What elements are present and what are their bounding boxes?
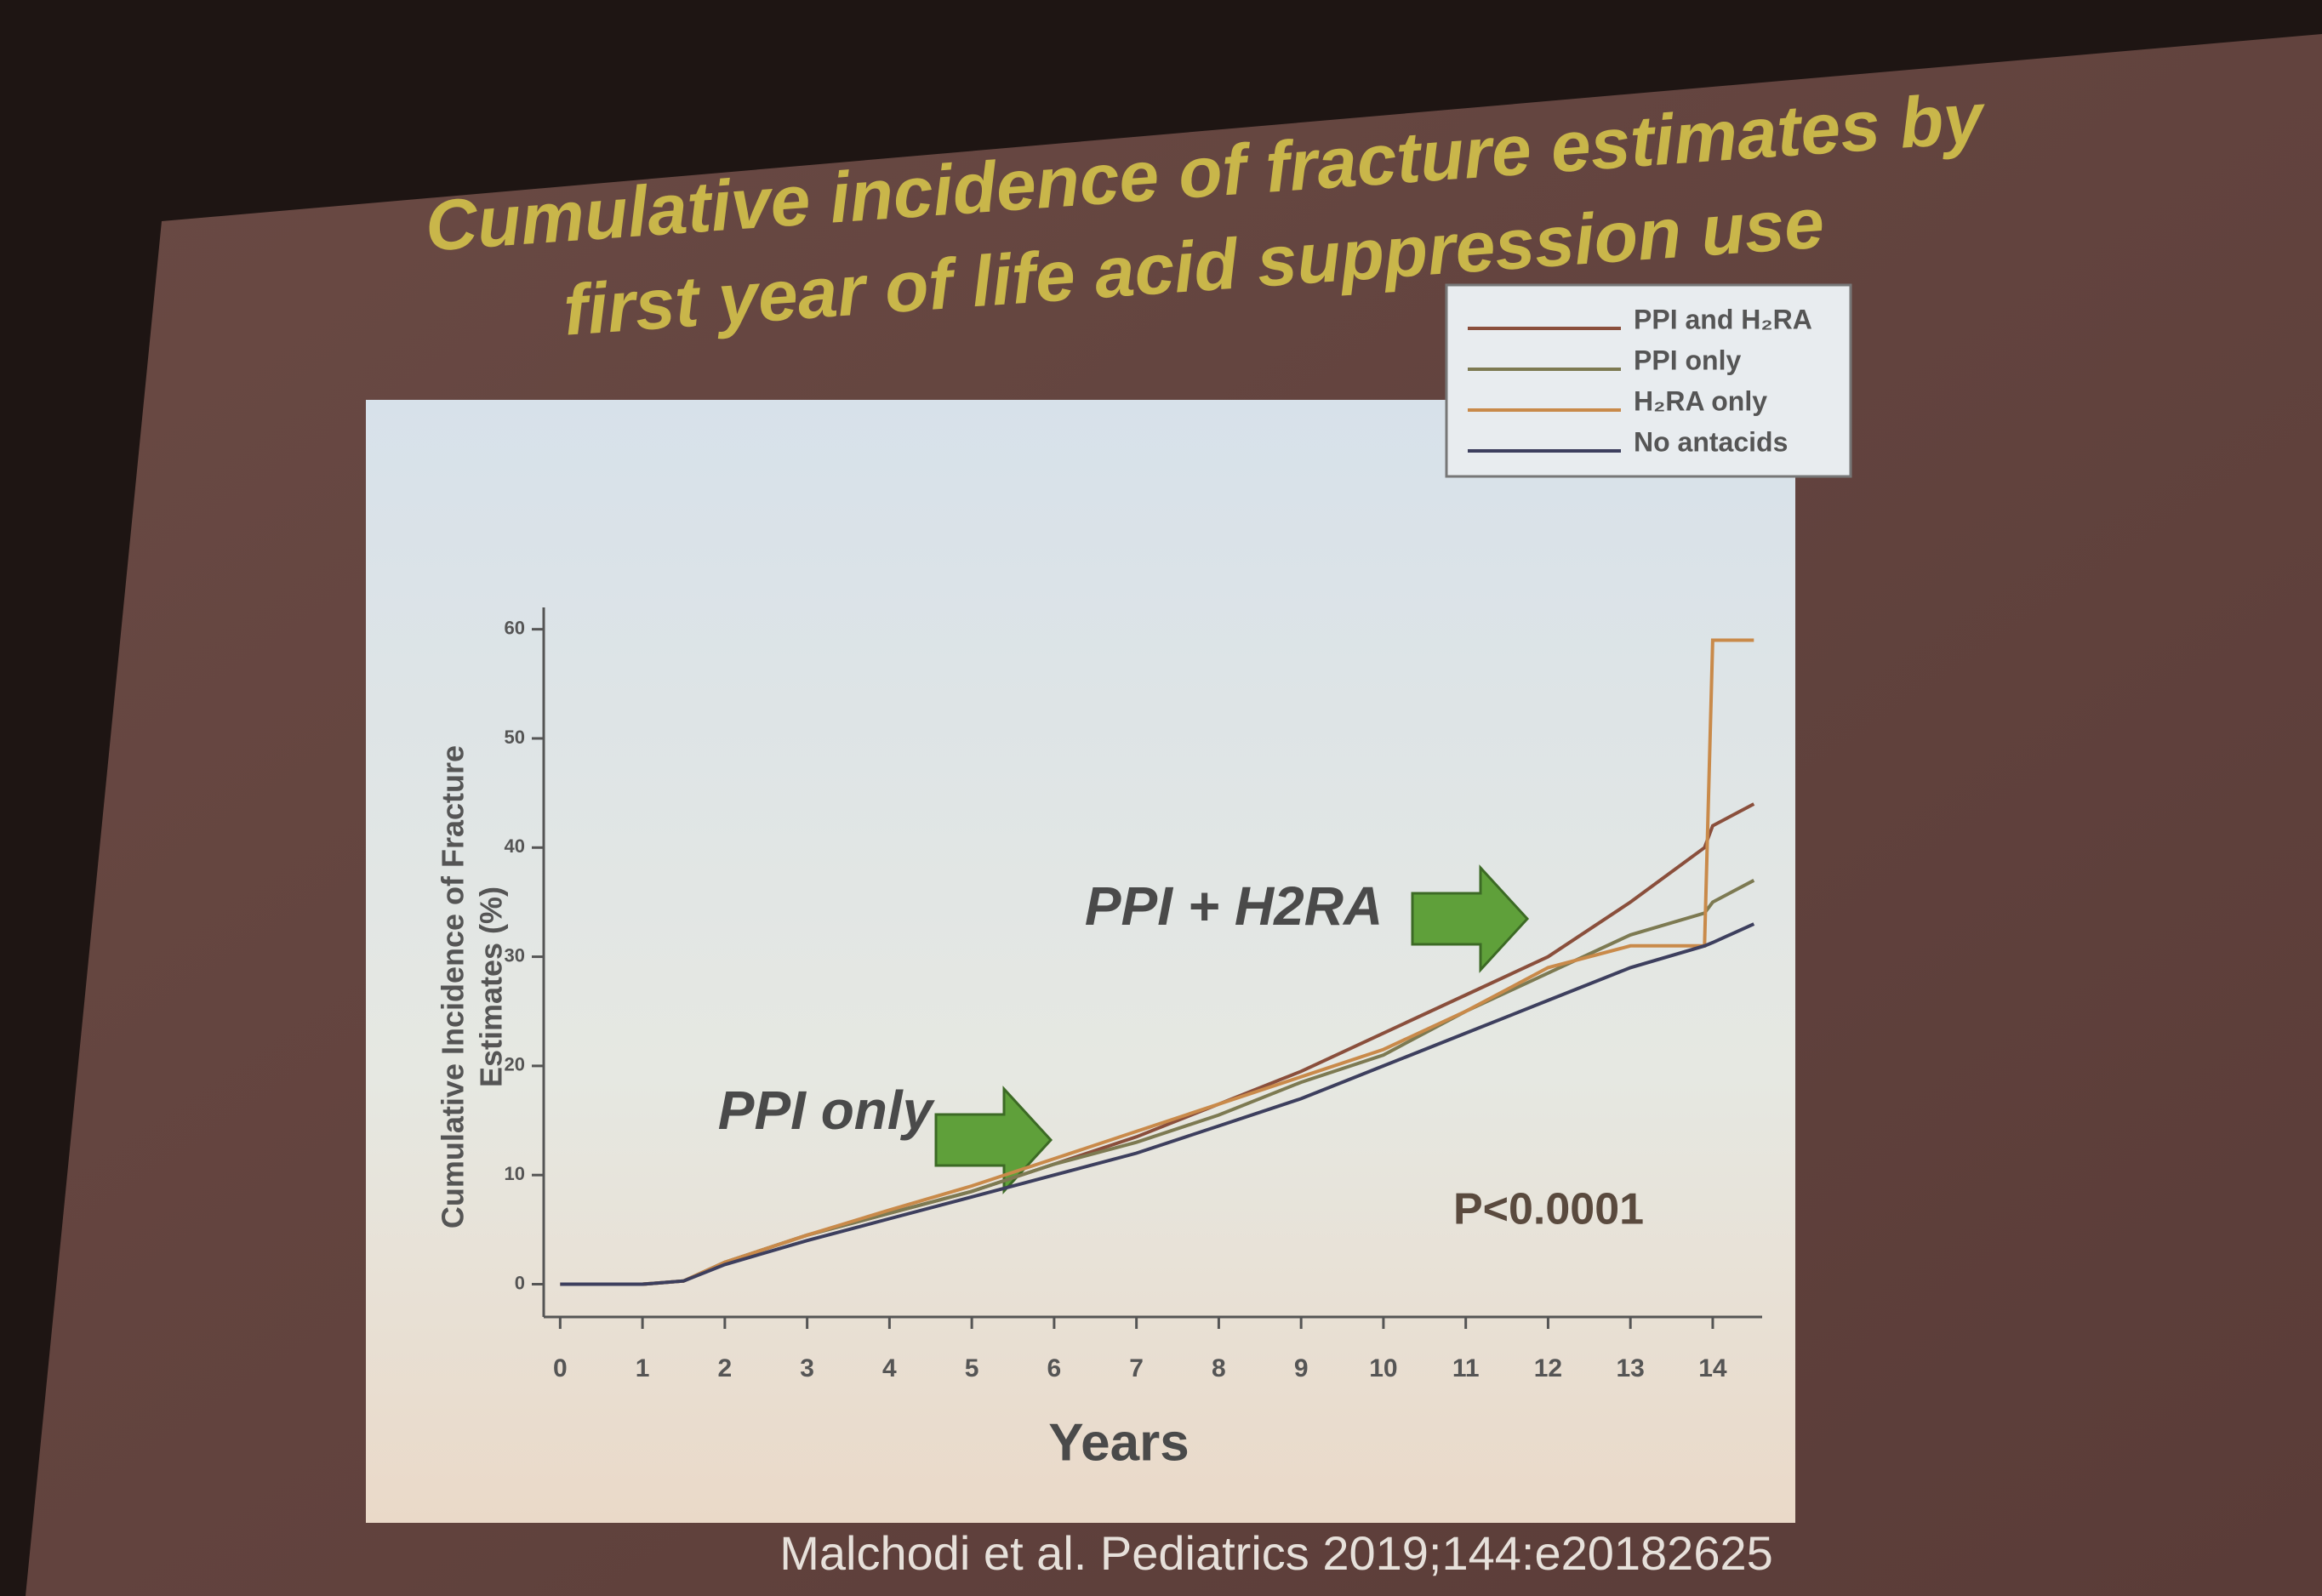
annotation: PPI + H2RA <box>1085 875 1383 937</box>
x-tick-label: 11 <box>1452 1354 1480 1382</box>
chart-panel <box>366 400 1795 1523</box>
x-tick-label: 7 <box>1129 1354 1144 1382</box>
x-tick-label: 12 <box>1534 1354 1562 1382</box>
y-tick-label: 0 <box>515 1272 525 1293</box>
p-value: P<0.0001 <box>1453 1185 1644 1234</box>
y-tick-label: 20 <box>505 1054 525 1075</box>
series-line <box>560 638 1754 1286</box>
citation: Malchodi et al. Pediatrics 2019;144:e201… <box>779 1526 1773 1580</box>
legend-box <box>1445 283 1852 478</box>
x-tick-label: 14 <box>1698 1354 1727 1382</box>
y-tick-label: 50 <box>505 727 525 748</box>
arrow <box>1411 864 1530 973</box>
y-tick-label: 10 <box>505 1163 525 1184</box>
legend-label: PPI only <box>1634 345 1741 375</box>
arrow <box>934 1086 1053 1194</box>
x-tick-label: 10 <box>1369 1354 1397 1382</box>
x-tick-label: 5 <box>965 1354 979 1382</box>
x-tick-label: 2 <box>718 1354 733 1382</box>
x-axis-label: Years <box>1048 1413 1190 1472</box>
y-axis-label-group: Cumulative Incidence of Fracture Estimat… <box>436 745 509 1228</box>
x-tick-label: 1 <box>636 1354 650 1382</box>
y-tick-label: 30 <box>505 944 525 966</box>
x-tick-label: 9 <box>1294 1354 1309 1382</box>
annotation: PPI only <box>718 1080 936 1141</box>
x-tick-label: 0 <box>553 1354 568 1382</box>
x-tick-label: 8 <box>1212 1354 1226 1382</box>
x-tick-label: 13 <box>1617 1354 1645 1382</box>
y-axis-label: Cumulative Incidence of Fracture <box>436 745 471 1228</box>
x-tick-label: 3 <box>800 1354 814 1382</box>
y-tick-label: 40 <box>505 835 525 857</box>
legend-label: H₂RA only <box>1634 385 1767 416</box>
legend-label: PPI and H₂RA <box>1634 304 1812 334</box>
x-tick-label: 4 <box>882 1354 897 1382</box>
y-tick-label: 60 <box>505 617 525 638</box>
series-line <box>560 922 1755 1286</box>
legend-label: No antacids <box>1634 426 1788 457</box>
x-tick-label: 6 <box>1047 1354 1062 1382</box>
y-axis-label: Estimates (%) <box>474 886 509 1087</box>
